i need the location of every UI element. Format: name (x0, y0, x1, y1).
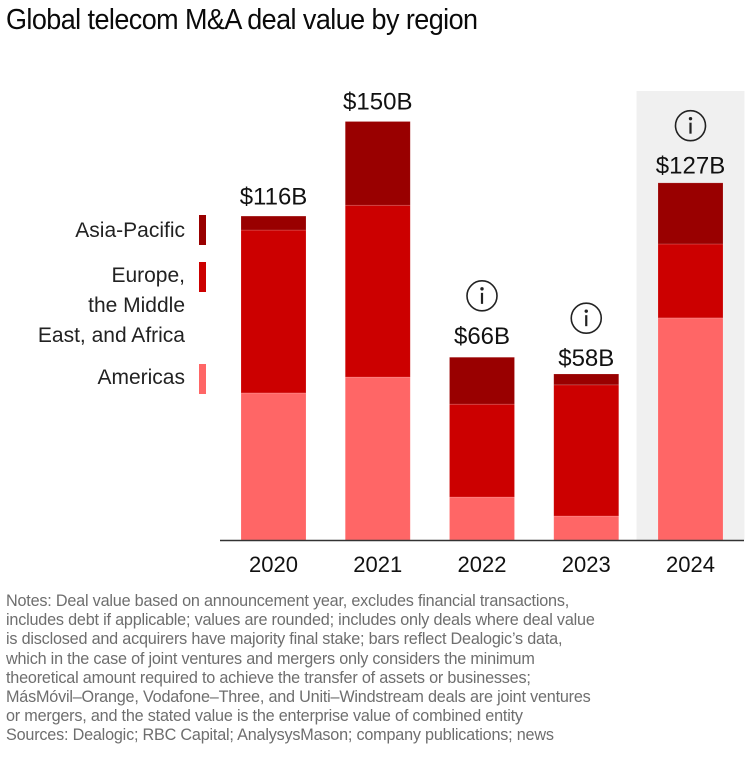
bar-segment-2021-americas (344, 376, 411, 541)
legend-label-americas: Americas (97, 363, 185, 393)
info-icon[interactable] (466, 280, 498, 312)
info-icon[interactable] (570, 302, 603, 334)
info-icon-circle (570, 302, 603, 334)
legend-text: Europe, (111, 264, 185, 287)
bar-segment-2020-europe-the-middle-east-and-africa (240, 229, 307, 394)
notes-line: is disclosed and acquirers have majority… (6, 630, 563, 649)
notes-line: includes debt if applicable; values are … (6, 611, 595, 630)
info-icon[interactable] (674, 109, 707, 142)
bar-segment-2022-americas (449, 496, 515, 541)
bar-segment-2020-asia-pacific (240, 215, 307, 231)
total-label-2020: $116B (240, 183, 308, 210)
bar-segment-2024-asia-pacific (657, 182, 724, 245)
info-icon-dot (688, 116, 693, 121)
legend-swatch-asia-pacific (199, 215, 206, 245)
total-label-2023: $58B (558, 345, 614, 372)
x-tick-label-2021: 2021 (353, 552, 402, 577)
bar-segment-2024-europe-the-middle-east-and-africa (657, 243, 724, 319)
sources-line: Sources: Dealogic; RBC Capital; Analysys… (6, 726, 554, 745)
total-label-2021: $150B (343, 89, 412, 116)
bar-segment-2021-europe-the-middle-east-and-africa (344, 204, 411, 378)
legend-text: Americas (97, 366, 185, 389)
legend-label-emea: Europe, the Middle East, and Africa (38, 261, 185, 351)
info-icon-stem (585, 315, 588, 327)
x-tick-label-2022: 2022 (458, 552, 507, 577)
bar-segment-2022-asia-pacific (449, 356, 515, 405)
x-tick-label-2020: 2020 (249, 552, 298, 577)
legend-text: Asia-Pacific (75, 219, 185, 242)
info-icon-circle (674, 109, 707, 142)
chart-notes: Notes: Deal value based on announcement … (6, 592, 752, 746)
bar-segment-2023-asia-pacific (553, 373, 620, 386)
bar-segment-2024-americas (657, 317, 724, 541)
info-icon-stem (689, 122, 692, 134)
notes-line: theoretical amount required to achieve t… (6, 668, 531, 687)
legend-swatch-americas (199, 364, 206, 394)
info-icon-stem (480, 292, 484, 304)
notes-line: or mergers, and the stated value is the … (6, 707, 523, 726)
bar-segment-2023-europe-the-middle-east-and-africa (553, 384, 620, 517)
info-icon-circle (466, 280, 498, 312)
notes-line: Notes: Deal value based on announcement … (6, 592, 570, 610)
bar-segment-2022-europe-the-middle-east-and-africa (449, 403, 515, 498)
legend-swatch-emea (199, 262, 206, 292)
notes-line: MásMóvil–Orange, Vodafone–Three, and Uni… (6, 688, 591, 707)
total-label-2022: $66B (454, 323, 510, 350)
total-label-2024: $127B (656, 153, 725, 180)
stacked-bar-chart: $116B 2020 $150B 2021 $66B 2022 $58B 2023 $127B 2… (220, 89, 745, 577)
x-tick-label-2024: 2024 (666, 552, 715, 577)
info-icon-dot (480, 287, 484, 291)
legend-label-asia-pacific: Asia-Pacific (75, 216, 185, 246)
bar-segment-2023-americas (553, 515, 620, 541)
legend-text: the Middle (88, 294, 185, 317)
notes-line: which in the case of joint ventures and … (6, 649, 535, 668)
info-icon-dot (584, 309, 588, 313)
bar-segment-2020-americas (240, 392, 307, 541)
chart-title: Global telecom M&A deal value by region (6, 4, 478, 36)
x-tick-label-2023: 2023 (562, 552, 611, 577)
legend-text: East, and Africa (37, 324, 185, 347)
bar-segment-2021-asia-pacific (344, 121, 411, 206)
